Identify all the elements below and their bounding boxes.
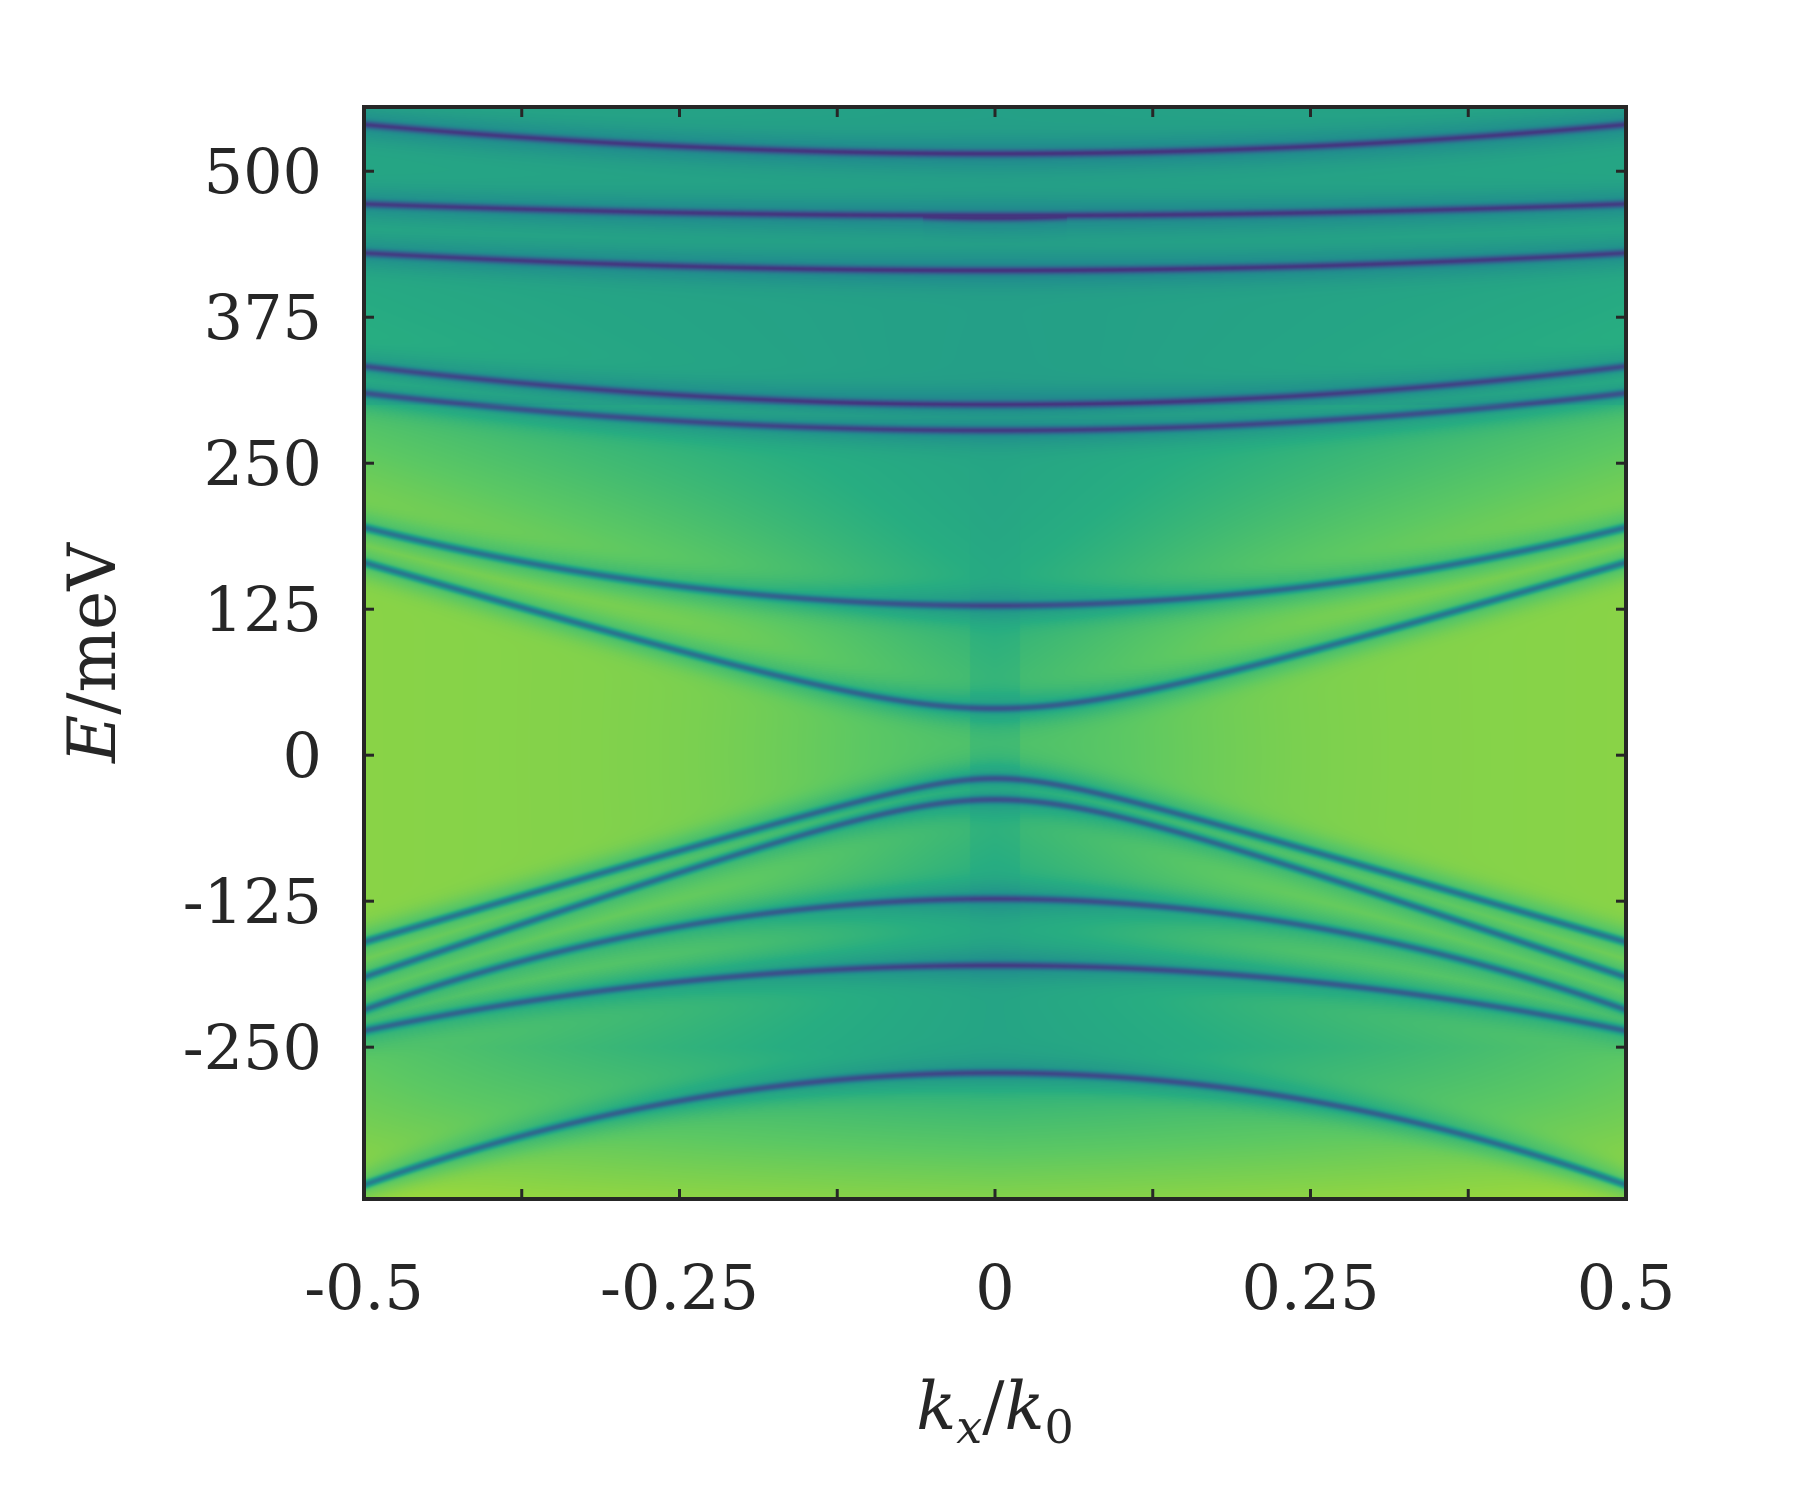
x-tick-label: 0.25 — [1241, 1251, 1379, 1324]
y-tick-label: 125 — [204, 573, 322, 646]
heatmap-image — [364, 107, 1626, 1199]
y-tick-label: -250 — [183, 1011, 322, 1084]
x-tick-label: -0.5 — [304, 1251, 424, 1324]
plot-frame — [362, 105, 1628, 1201]
y-tick-label: 500 — [204, 135, 322, 208]
y-tick-label: -125 — [183, 865, 322, 938]
y-axis-label: E/meV — [54, 542, 131, 764]
x-axis-label: kx/k0 — [916, 1368, 1073, 1454]
x-tick-label: 0 — [975, 1251, 1014, 1324]
y-tick-label: 375 — [204, 281, 322, 354]
y-tick-label: 250 — [204, 427, 322, 500]
tick-marks — [362, 107, 1628, 1199]
x-tick-label: -0.25 — [600, 1251, 759, 1324]
tick-labels: -0.5 -0.25 0 0.25 0.5 -250 -125 0 125 250 375 500 — [183, 135, 1676, 1324]
x-tick-label: 0.5 — [1577, 1251, 1676, 1324]
y-tick-label: 0 — [283, 719, 322, 792]
